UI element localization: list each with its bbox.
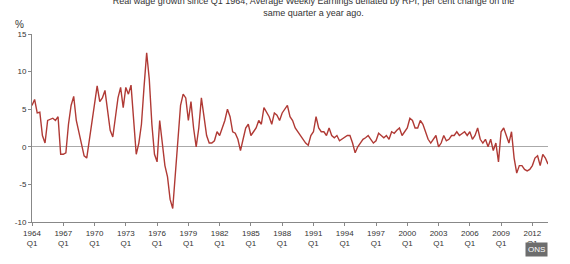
svg-text:2006Q1: 2006Q1	[461, 229, 479, 248]
svg-text:1997Q1: 1997Q1	[367, 229, 385, 248]
svg-text:15: 15	[17, 30, 26, 39]
svg-text:1985Q1: 1985Q1	[242, 229, 260, 248]
svg-text:2012Q1: 2012Q1	[523, 229, 541, 248]
svg-text:1976Q1: 1976Q1	[148, 229, 166, 248]
svg-text:1988Q1: 1988Q1	[273, 229, 291, 248]
svg-text:10: 10	[17, 67, 26, 76]
svg-text:1979Q1: 1979Q1	[179, 229, 197, 248]
svg-text:Real wage growth since Q1 1964: Real wage growth since Q1 1964, Average …	[113, 0, 514, 18]
svg-text:1982Q1: 1982Q1	[211, 229, 229, 248]
svg-text:5: 5	[22, 105, 27, 114]
svg-text:1994Q1: 1994Q1	[336, 229, 354, 248]
svg-text:1991Q1: 1991Q1	[305, 229, 323, 248]
svg-text:%: %	[15, 19, 24, 30]
svg-text:ONS: ONS	[528, 245, 545, 254]
svg-text:0: 0	[22, 143, 27, 152]
svg-text:1973Q1: 1973Q1	[117, 229, 135, 248]
svg-text:-5: -5	[19, 180, 27, 189]
svg-text:2009Q1: 2009Q1	[492, 229, 510, 248]
svg-text:1970Q1: 1970Q1	[86, 229, 104, 248]
svg-text:2003Q1: 2003Q1	[430, 229, 448, 248]
svg-text:1967Q1: 1967Q1	[54, 229, 72, 248]
svg-text:1964Q1: 1964Q1	[23, 229, 41, 248]
svg-text:-10: -10	[15, 218, 27, 227]
svg-text:2000Q1: 2000Q1	[398, 229, 416, 248]
